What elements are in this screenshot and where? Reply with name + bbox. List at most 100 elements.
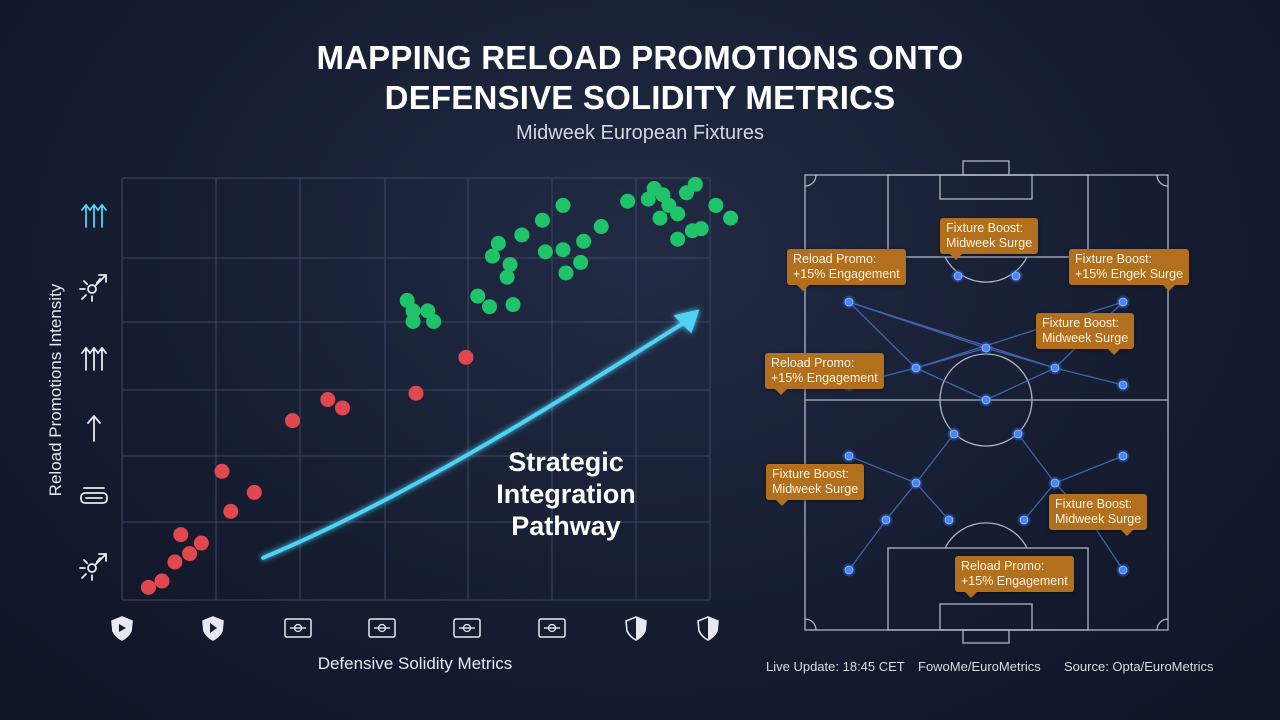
pitch-label-reload-promo: Reload Promo: +15% Engagement	[787, 249, 906, 291]
pitch-label-fixture-boost: Fixture Boost: Midweek Surge	[1036, 313, 1135, 355]
corner-arc	[1156, 618, 1169, 631]
trend-label-line-3: Pathway	[511, 511, 621, 541]
bottom-goal-box	[939, 603, 1033, 631]
player-node	[1050, 363, 1060, 373]
player-node	[981, 395, 991, 405]
cycle-arrows-icon	[80, 487, 108, 504]
scatter-point-green	[470, 288, 486, 304]
ticket-icon	[368, 618, 396, 638]
pitch-label-line: Fixture Boost:	[1042, 316, 1120, 330]
scatter-point-green	[514, 227, 530, 243]
scatter-point-green	[405, 303, 421, 319]
pitch-label-fixture-boost: Fixture Boost: +15% Engek Surge	[1069, 249, 1190, 291]
scatter-point-red	[173, 527, 189, 543]
player-node	[981, 343, 991, 353]
pitch-label-fixture-boost: Fixture Boost: Midweek Surge	[940, 218, 1039, 260]
ticket-icon	[284, 618, 312, 638]
pitch-label-line: +15% Engagement	[961, 574, 1068, 588]
scatter-point-green	[723, 210, 739, 226]
bottom-goal	[962, 629, 1010, 644]
scatter-point-red	[140, 579, 156, 595]
scatter-point-green	[405, 313, 421, 329]
player-node	[1118, 380, 1128, 390]
title-line-1: MAPPING RELOAD PROMOTIONS ONTO	[316, 39, 964, 76]
player-node	[944, 515, 954, 525]
player-node	[1050, 478, 1060, 488]
scatter-point-red	[182, 546, 198, 562]
burst-arrow-icon	[79, 274, 107, 302]
scatter-point-green	[670, 231, 686, 247]
pitch-label-line: Fixture Boost:	[772, 467, 850, 481]
double-arrow-icon	[81, 346, 107, 371]
trend-label-line-2: Integration	[496, 479, 636, 509]
player-node	[881, 515, 891, 525]
scatter-point-green	[490, 235, 506, 251]
scatter-point-red	[214, 463, 230, 479]
scatter-point-green	[576, 233, 592, 249]
footer-live-update: Live Update: 18:45 CET	[766, 659, 905, 674]
scatter-point-green	[620, 193, 636, 209]
scatter-points	[140, 176, 739, 595]
trend-arrow	[261, 309, 700, 560]
pitch-label-line: Midweek Surge	[772, 482, 859, 496]
footer-handle: FowoMe/EuroMetrics	[918, 659, 1041, 674]
half-shield-icon	[697, 616, 719, 641]
pitch-label-line: Fixture Boost:	[946, 221, 1024, 235]
scatter-point-green	[537, 244, 553, 260]
pitch-label-line: Midweek Surge	[1055, 512, 1142, 526]
scatter-point-green	[687, 176, 703, 192]
scatter-point-green	[482, 299, 497, 315]
corner-arc	[804, 618, 817, 631]
player-node	[1118, 297, 1128, 307]
player-node	[844, 451, 854, 461]
scatter-point-red	[335, 400, 350, 416]
broken-arrow-icon	[79, 553, 107, 581]
scatter-point-red	[223, 503, 239, 519]
player-node	[911, 363, 921, 373]
pitch-label-line: Fixture Boost:	[1075, 252, 1153, 266]
pitch-label-line: +15% Engagement	[793, 267, 900, 281]
pitch-label-line: Reload Promo:	[793, 252, 877, 266]
player-node	[1019, 515, 1029, 525]
scatter-point-green	[505, 297, 521, 313]
title-line-2: DEFENSIVE SOLIDITY METRICS	[384, 79, 896, 116]
scatter-point-red	[193, 535, 209, 551]
scatter-point-red	[320, 392, 336, 408]
scatter-point-green	[652, 210, 668, 226]
trend-annotation: Strategic Integration Pathway	[476, 446, 656, 542]
top-goal	[962, 160, 1010, 176]
pitch-label-line: Reload Promo:	[771, 356, 855, 370]
scatter-point-green	[534, 212, 550, 228]
pitch-label-line: +15% Engagement	[771, 371, 878, 385]
scatter-point-green	[555, 242, 571, 258]
pitch-label-fixture-boost: Fixture Boost: Midweek Surge	[1049, 494, 1148, 536]
scatter-point-green	[499, 269, 515, 285]
scatter-point-green	[555, 197, 571, 213]
player-node	[1011, 271, 1021, 281]
centre-circle	[939, 353, 1033, 447]
player-node	[844, 297, 854, 307]
scatter-point-red	[285, 413, 301, 429]
half-shield-icon	[625, 616, 647, 641]
y-axis-icons	[79, 203, 108, 581]
pitch-label-line: Fixture Boost:	[1055, 497, 1133, 511]
pitch-label-line: +15% Engek Surge	[1075, 267, 1184, 281]
player-node	[953, 271, 963, 281]
scatter-point-red	[408, 385, 424, 401]
corner-arc	[1156, 174, 1169, 187]
player-node	[844, 565, 854, 575]
shield-icon	[111, 616, 133, 641]
shield-play-icon	[202, 616, 224, 641]
scatter-point-green	[693, 221, 709, 237]
x-axis-label: Defensive Solidity Metrics	[317, 654, 513, 673]
ticket-icon	[453, 618, 481, 638]
trend-arrow-line	[261, 317, 692, 560]
top-penalty-arc	[944, 256, 1028, 283]
player-node	[949, 429, 959, 439]
scatter-point-red	[154, 573, 170, 589]
player-node	[1118, 451, 1128, 461]
player-node	[1118, 565, 1128, 575]
player-node	[1013, 429, 1023, 439]
